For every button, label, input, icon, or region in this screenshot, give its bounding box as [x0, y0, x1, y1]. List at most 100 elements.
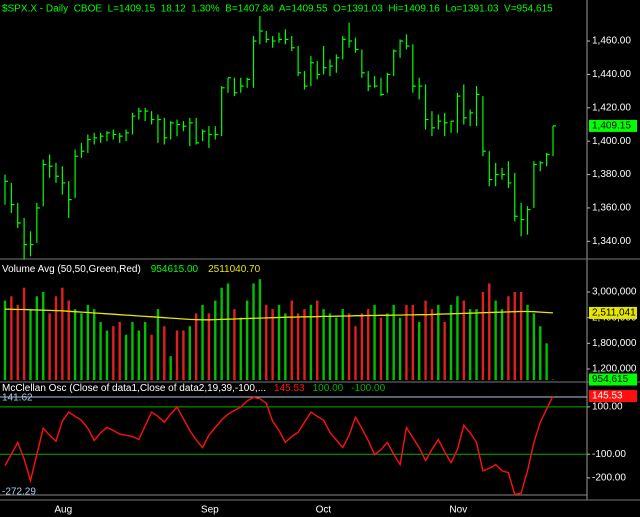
- volume-bar: [373, 304, 376, 380]
- chart-title: Volume Avg (50,50,Green,Red) 954615.00 251…: [2, 264, 261, 275]
- volume-bar: [411, 304, 415, 380]
- y-tick-label: 1,800,000: [592, 338, 637, 349]
- volume-bar: [494, 300, 497, 380]
- volume-bar: [367, 309, 370, 380]
- volume-bar: [284, 313, 287, 380]
- title-value: 145.53: [274, 383, 305, 394]
- volume-bar: [354, 326, 357, 380]
- title-value: -100.00: [351, 383, 385, 394]
- volume-bar: [112, 326, 115, 380]
- volume-bar: [449, 304, 453, 380]
- title-text: McClellan Osc (Close of data1,Close of d…: [2, 383, 266, 394]
- y-tick-label: 1,440.00: [592, 69, 631, 80]
- volume-bar: [545, 343, 548, 380]
- value-marker-label: 145.53: [592, 391, 623, 402]
- lower-bound-label: -272.29: [2, 487, 36, 498]
- chart-title: $SPX.X - Daily CBOE L=1409.15 18.12 1.30…: [2, 4, 553, 15]
- volume-bar: [513, 292, 516, 380]
- volume-bar: [35, 296, 39, 380]
- volume-bar: [360, 313, 364, 380]
- volume-bar: [532, 313, 536, 380]
- volume-bar: [124, 334, 128, 380]
- chart-title: McClellan Osc (Close of data1,Close of d…: [2, 383, 386, 394]
- volume-bar: [437, 304, 440, 380]
- volume-bar: [398, 317, 402, 380]
- volume-bar: [156, 309, 160, 380]
- volume-bar: [526, 304, 529, 380]
- volume-bar: [22, 287, 26, 380]
- volume-bar: [73, 309, 77, 380]
- value-marker: [589, 390, 637, 403]
- volume-bar: [226, 283, 230, 380]
- volume-bar: [163, 326, 166, 380]
- volume-bar: [392, 304, 395, 380]
- volume-bar: [80, 313, 83, 380]
- volume-bar: [93, 309, 96, 380]
- volume-bar: [182, 330, 185, 380]
- volume-bar: [309, 304, 313, 380]
- value-marker: [589, 119, 637, 132]
- volume-bar: [10, 296, 13, 380]
- volume-bar: [488, 283, 491, 380]
- volume-bar: [265, 304, 268, 380]
- volume-bar: [341, 309, 344, 380]
- volume-bar: [61, 287, 64, 380]
- volume-bar: [54, 296, 58, 380]
- volume-bar: [16, 304, 19, 380]
- x-tick-label: Nov: [449, 505, 467, 516]
- y-tick-label: 1,380.00: [592, 169, 631, 180]
- title-text: Volume Avg (50,50,Green,Red): [2, 264, 141, 275]
- x-tick-label: Oct: [316, 505, 332, 516]
- volume-bar: [507, 296, 510, 380]
- title-value: 2511040.70: [208, 264, 261, 275]
- volume-bar: [271, 309, 274, 380]
- volume-bar: [379, 317, 383, 380]
- volume-bar: [316, 300, 319, 380]
- volume-bar: [347, 313, 351, 380]
- volume-bar: [258, 279, 262, 380]
- volume-bar: [239, 317, 242, 380]
- volume-average-line: [4, 308, 554, 321]
- volume-bar: [245, 300, 249, 380]
- volume-bar: [443, 321, 446, 380]
- volume-bar: [150, 334, 153, 380]
- y-tick-label: 1,460.00: [592, 36, 631, 47]
- y-tick-label: -200.00: [592, 473, 626, 484]
- volume-bar: [386, 313, 389, 380]
- volume-bar: [322, 309, 325, 380]
- volume-bar: [417, 321, 421, 380]
- volume-bar: [201, 304, 204, 380]
- volume-bar: [214, 300, 217, 380]
- oscillator-line: [4, 395, 554, 496]
- volume-bar: [424, 300, 427, 380]
- value-marker: [589, 306, 637, 319]
- volume-bar: [137, 330, 141, 380]
- volume-bar: [105, 330, 109, 380]
- value-marker: [589, 373, 637, 386]
- title-value: 954615.00: [151, 264, 199, 275]
- volume-bar: [99, 321, 102, 380]
- volume-bar: [335, 317, 338, 380]
- volume-bar: [3, 300, 7, 380]
- volume-bar: [290, 300, 293, 380]
- volume-bar: [430, 309, 434, 380]
- volume-bar: [252, 283, 255, 380]
- volume-bar: [456, 296, 459, 380]
- upper-bound-label: 141.62: [2, 393, 33, 404]
- volume-bar: [233, 309, 236, 380]
- volume-bar: [500, 309, 504, 380]
- volume-bar: [277, 304, 281, 380]
- x-tick-label: Sep: [201, 505, 219, 516]
- volume-bar: [131, 321, 134, 380]
- volume-bar: [118, 321, 121, 380]
- volume-bar: [481, 292, 485, 380]
- volume-bar: [29, 309, 32, 380]
- volume-bar: [67, 300, 70, 380]
- volume-bar: [188, 326, 191, 380]
- value-marker-label: 1,409.15: [592, 121, 631, 132]
- y-tick-label: 1,200,000: [592, 364, 637, 375]
- volume-bar: [405, 304, 408, 380]
- y-tick-label: 100.00: [592, 401, 623, 412]
- title-value: 100.00: [313, 383, 344, 394]
